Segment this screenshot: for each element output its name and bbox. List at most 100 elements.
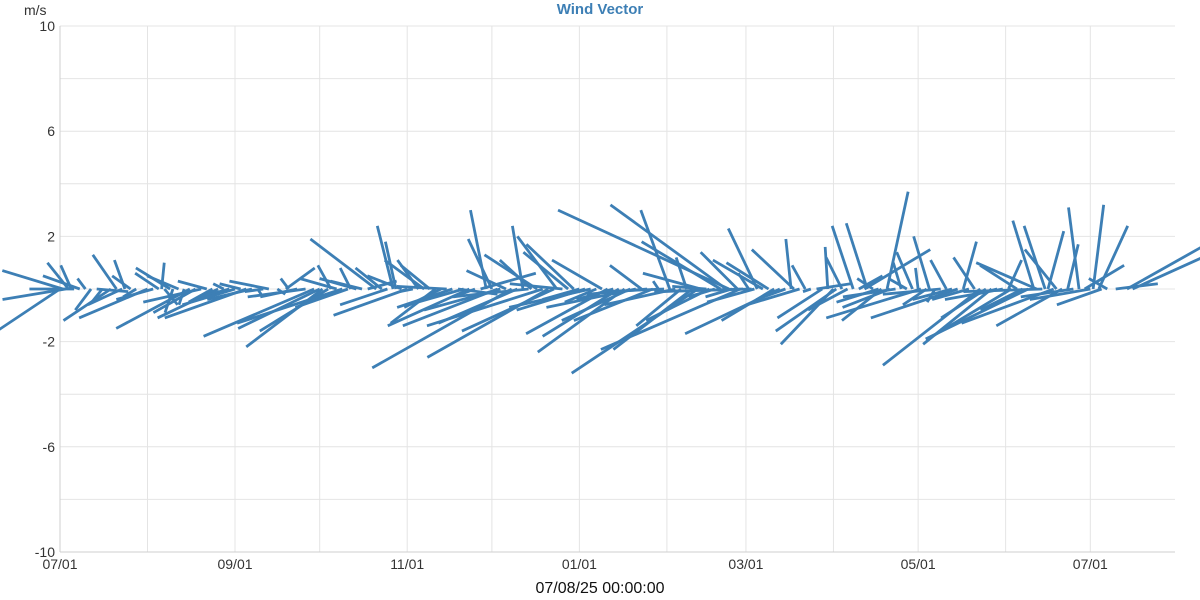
- wind-vector: [750, 248, 795, 291]
- wind-vector: [929, 259, 948, 290]
- wind-vector: [0, 287, 61, 331]
- x-tick-label: 03/01: [728, 556, 763, 572]
- wind-vector: [1, 269, 64, 291]
- wind-vector: [672, 284, 707, 291]
- wind-vector: [725, 261, 770, 291]
- wind-vector: [823, 246, 830, 290]
- wind-vector: [212, 282, 225, 291]
- wind-vector: [856, 277, 874, 291]
- wind-vector: [573, 287, 654, 322]
- wind-vector: [912, 235, 931, 290]
- wind-vector: [635, 287, 682, 327]
- wind-vector: [931, 287, 970, 301]
- wind-vector: [219, 282, 241, 291]
- y-tick-label: 6: [47, 123, 55, 139]
- wind-vector: [557, 208, 730, 291]
- wind-vector: [895, 251, 914, 290]
- wind-vector: [640, 240, 722, 291]
- wind-vector: [1066, 243, 1080, 290]
- wind-vector: [844, 222, 869, 290]
- wind-vector: [712, 258, 764, 291]
- wind-vector: [309, 237, 377, 291]
- wind-vector: [229, 279, 270, 291]
- wind-vector: [790, 264, 807, 290]
- wind-vector: [858, 274, 884, 291]
- wind-vector: [609, 203, 728, 291]
- wind-vector: [912, 287, 953, 301]
- y-tick-label: -10: [35, 544, 55, 560]
- wind-vector: [299, 277, 338, 291]
- wind-vector: [914, 267, 920, 290]
- wind-vector: [461, 287, 555, 333]
- wind-vector: [469, 209, 488, 290]
- wind-vector: [1011, 220, 1036, 290]
- wind-vector: [870, 287, 959, 320]
- x-tick-label: 01/01: [562, 556, 597, 572]
- wind-vector: [525, 243, 575, 291]
- wind-vector: [509, 282, 563, 291]
- wind-vector: [522, 251, 569, 291]
- wind-vector: [236, 287, 343, 325]
- wind-vector: [115, 287, 154, 301]
- y-tick-label: 10: [39, 18, 55, 34]
- wind-vector: [206, 287, 253, 301]
- wind-vector: [603, 287, 665, 294]
- wind-vector: [42, 274, 81, 291]
- wind-vector: [74, 288, 93, 311]
- wind-vector: [244, 287, 264, 294]
- wind-vector: [1022, 225, 1047, 290]
- y-tick-label: -6: [43, 439, 56, 455]
- wind-vector: [508, 287, 591, 309]
- wind-vector: [774, 287, 838, 333]
- wind-vector: [824, 256, 844, 290]
- wind-vector: [807, 287, 849, 312]
- wind-vector: [91, 254, 118, 290]
- wind-vector: [570, 287, 699, 375]
- wind-vector: [1097, 225, 1129, 290]
- wind-vector: [963, 287, 1043, 294]
- wind-vector: [1056, 287, 1103, 307]
- wind-vector: [979, 264, 1018, 291]
- wind-vector: [756, 287, 786, 301]
- x-axis: 07/01 09/01 11/01 01/01 03/01 05/01 07/01: [42, 556, 1108, 572]
- wind-vector: [1126, 246, 1200, 291]
- wind-vector: [203, 287, 315, 338]
- wind-vector: [699, 251, 739, 290]
- wind-vector: [62, 287, 112, 322]
- wind-vector: [279, 277, 290, 290]
- wind-vector: [76, 277, 87, 290]
- wind-vector: [396, 259, 420, 290]
- y-axis-unit: m/s: [24, 2, 47, 18]
- wind-vector: [182, 287, 236, 307]
- wind-vector: [975, 261, 1038, 291]
- wind-vector: [1020, 287, 1074, 299]
- wind-vector: [1067, 207, 1081, 290]
- wind-vector: [706, 287, 755, 304]
- wind-vector: [776, 287, 823, 320]
- wind-vector: [609, 264, 643, 291]
- wind-vector: [551, 258, 603, 291]
- wind-vector: [802, 287, 812, 293]
- wind-vector: [816, 282, 851, 291]
- wind-vector: [134, 272, 160, 291]
- wind-vector: [339, 287, 388, 307]
- wind-vector: [961, 241, 978, 290]
- x-tick-label: 09/01: [217, 556, 252, 572]
- wind-vector: [979, 287, 1024, 312]
- wind-vector: [366, 274, 403, 291]
- wind-vector: [375, 225, 395, 290]
- wind-vector: [333, 287, 408, 317]
- wind-vector: [396, 284, 447, 291]
- chart-title: Wind Vector: [556, 1, 644, 18]
- wind-vector: [654, 287, 752, 294]
- wind-vector: [146, 274, 180, 291]
- wind-vector: [396, 287, 453, 309]
- wind-vector: [885, 191, 910, 290]
- wind-vector: [383, 258, 425, 291]
- wind-vector: [842, 287, 896, 299]
- y-tick-label: 2: [47, 228, 55, 244]
- wind-vector: [2, 287, 66, 301]
- wind-vector: [952, 256, 976, 290]
- wind-vector: [426, 287, 544, 328]
- wind-vector: [316, 264, 333, 290]
